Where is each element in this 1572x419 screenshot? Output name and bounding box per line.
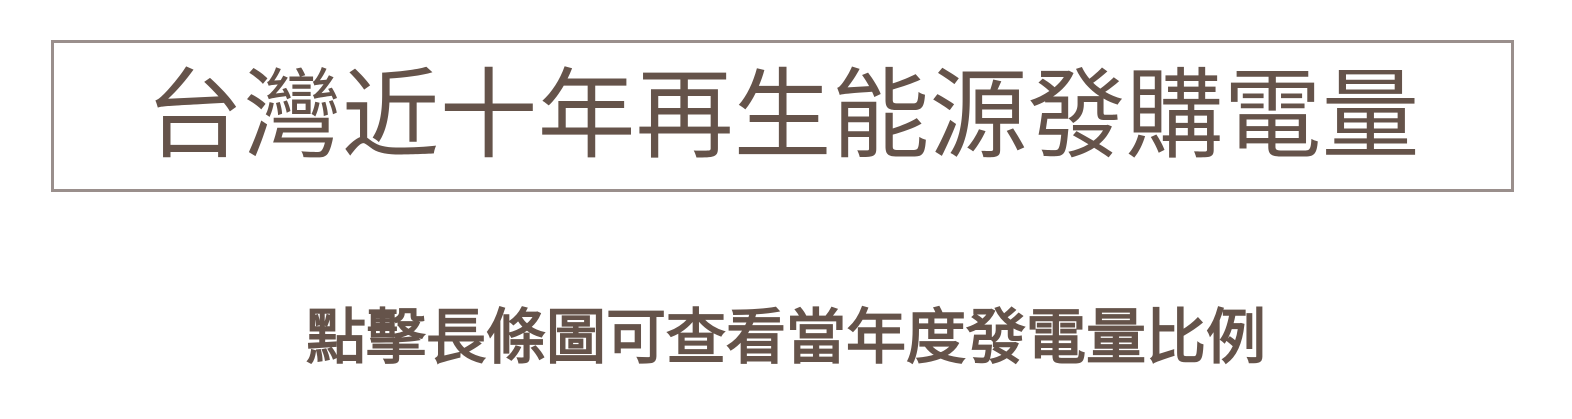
page-title: 台灣近十年再生能源發購電量 <box>145 59 1420 173</box>
title-frame: 台灣近十年再生能源發購電量 <box>51 40 1514 192</box>
instruction-text: 點擊長條圖可查看當年度發電量比例 <box>306 303 1266 373</box>
